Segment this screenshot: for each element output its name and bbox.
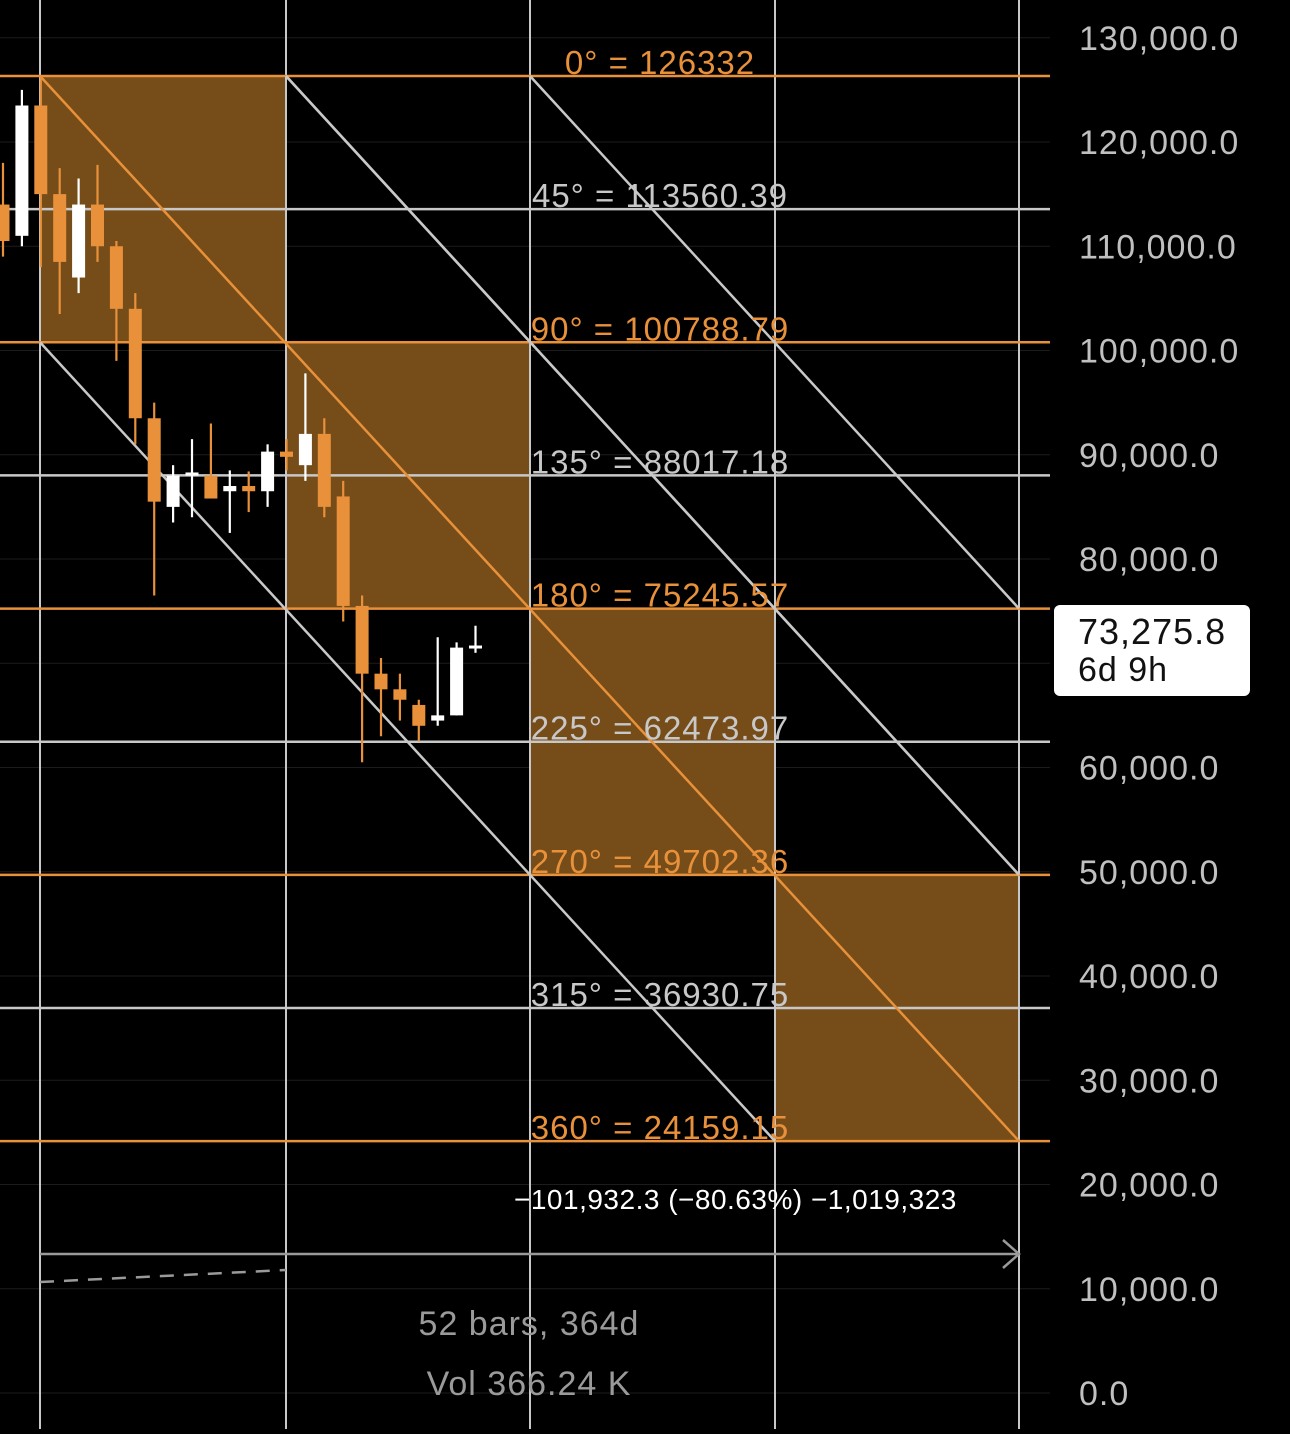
candle-body (147, 418, 161, 502)
volume-label: Vol 366.24 K (427, 1365, 632, 1403)
candle-body (0, 204, 10, 242)
candle-body (128, 308, 142, 419)
candle-body (450, 647, 464, 716)
candle-body (91, 204, 104, 247)
candle-body (15, 105, 29, 236)
gann-diagonal-line (529, 75, 1020, 610)
gann-level-label: 135° = 88017.18 (531, 443, 790, 480)
y-axis-tick-label: 30,000.0 (1079, 1062, 1219, 1100)
candle-body (298, 433, 312, 466)
y-axis-tick-label: 110,000.0 (1079, 228, 1237, 266)
y-axis-tick-label: 10,000.0 (1079, 1271, 1219, 1309)
gann-level-label: 180° = 75245.57 (531, 577, 790, 614)
gann-diagonal-line (285, 75, 1020, 876)
y-axis-tick-label: 40,000.0 (1079, 958, 1219, 996)
candle-body (393, 689, 407, 700)
candle-body (355, 605, 369, 674)
gann-level-label: 45° = 113560.39 (532, 177, 788, 214)
candle-body (469, 645, 482, 649)
gann-diagonal-line (39, 341, 776, 1142)
candle-body (336, 496, 350, 606)
volume-trend-line (39, 1268, 287, 1284)
y-axis-tick-label: 100,000.0 (1079, 333, 1239, 371)
candle-countdown: 6d 9h (1078, 651, 1169, 689)
current-price-label: 73,275.8 6d 9h (1054, 605, 1250, 696)
gann-level-label: 315° = 36930.75 (531, 976, 790, 1013)
y-axis-tick-label: 0.0 (1079, 1375, 1129, 1413)
candle-body (317, 433, 331, 507)
gann-diagonal-line (39, 75, 1020, 1142)
gann-level-label: 0° = 126332 (565, 44, 755, 81)
y-axis-tick-label: 120,000.0 (1079, 124, 1239, 162)
gann-level-label: 360° = 24159.15 (531, 1109, 790, 1146)
candle-body (109, 246, 123, 309)
y-axis-tick-label: 130,000.0 (1079, 20, 1239, 58)
y-axis-tick-label: 60,000.0 (1079, 750, 1219, 788)
y-axis-tick-label: 80,000.0 (1079, 541, 1219, 579)
current-price-value: 73,275.8 (1078, 611, 1227, 652)
y-axis-tick-label: 50,000.0 (1079, 854, 1219, 892)
candle-body (185, 472, 199, 476)
candle-body (412, 704, 426, 726)
candle-body (34, 105, 48, 195)
candle-body (204, 475, 218, 499)
bars-count-label: 52 bars, 364d (419, 1305, 640, 1343)
gann-level-label: 225° = 62473.97 (531, 710, 790, 747)
candle-body (242, 486, 256, 492)
candle-body (166, 475, 180, 507)
candle-body (374, 673, 388, 690)
y-axis-tick-label: 90,000.0 (1079, 437, 1219, 475)
candle-body (261, 451, 275, 492)
gann-level-label: 270° = 49702.36 (531, 843, 790, 880)
gann-level-label: 90° = 100788.79 (531, 310, 790, 347)
candle-body (223, 486, 237, 492)
candle-body (431, 715, 445, 721)
candle-body (72, 204, 86, 278)
measure-result: −101,932.3 (−80.63%) −1,019,323 (514, 1184, 957, 1215)
y-axis-tick-label: 20,000.0 (1079, 1167, 1219, 1205)
candle-body (280, 451, 293, 457)
candle-body (53, 194, 67, 262)
measure-arrow-icon (1002, 1239, 1021, 1269)
